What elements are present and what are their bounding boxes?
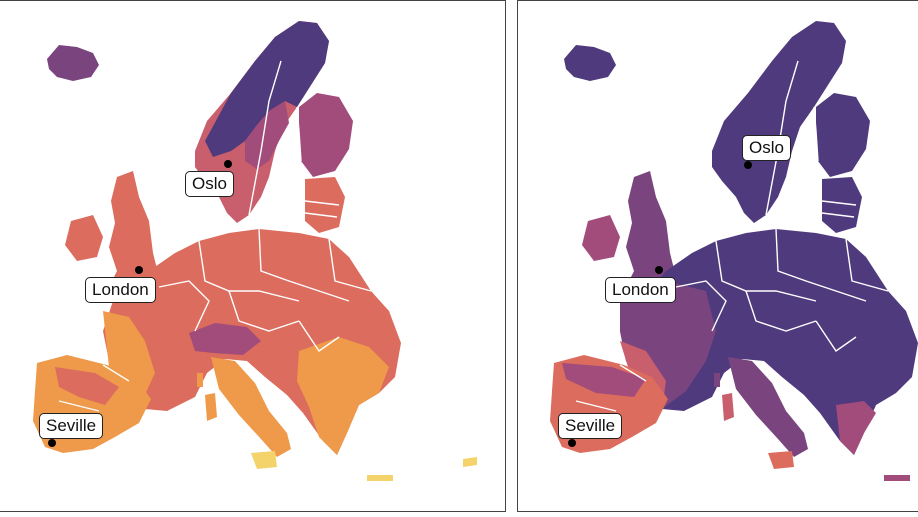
city-dot-seville (568, 439, 576, 447)
great-britain (624, 171, 676, 297)
sardinia (722, 393, 734, 421)
great-britain (107, 171, 159, 297)
finland (816, 93, 870, 177)
city-label-oslo: Oslo (742, 135, 791, 161)
baltics (305, 177, 345, 233)
iceland (47, 45, 99, 81)
city-label-seville: Seville (39, 413, 104, 439)
balkans (297, 337, 389, 455)
baltics (822, 177, 862, 233)
crete (884, 475, 910, 481)
sweden-mid (245, 101, 289, 169)
city-dot-london (135, 266, 143, 274)
sicily (251, 451, 277, 469)
europe-map-left (33, 21, 477, 481)
norway-north (205, 21, 329, 157)
corsica (714, 373, 720, 387)
iberia-north (55, 367, 119, 405)
city-dot-seville (48, 439, 56, 447)
city-label-london: London (605, 277, 676, 303)
corsica (197, 373, 203, 387)
italy (211, 357, 291, 457)
sardinia (205, 393, 217, 421)
map-panel-left: Oslo London Seville (0, 0, 506, 512)
italy (728, 357, 808, 457)
cyprus (463, 457, 477, 467)
continent (620, 229, 918, 455)
iceland (564, 45, 616, 81)
country-borders (58, 60, 372, 412)
greece (836, 401, 876, 455)
ireland (582, 215, 620, 261)
alps (189, 323, 261, 355)
europe-map-right (550, 21, 918, 481)
sicily (768, 451, 794, 469)
city-label-seville: Seville (558, 413, 623, 439)
city-label-london: London (85, 277, 156, 303)
ireland (65, 215, 103, 261)
country-borders (575, 60, 889, 412)
city-label-oslo: Oslo (185, 171, 234, 197)
city-dot-oslo (224, 160, 232, 168)
city-dot-oslo (744, 161, 752, 169)
map-panel-right: Oslo London Seville (517, 0, 918, 512)
crete (367, 475, 393, 481)
iberia-north (562, 363, 646, 397)
scandinavia (712, 21, 846, 223)
city-dot-london (655, 266, 663, 274)
finland (299, 93, 353, 177)
